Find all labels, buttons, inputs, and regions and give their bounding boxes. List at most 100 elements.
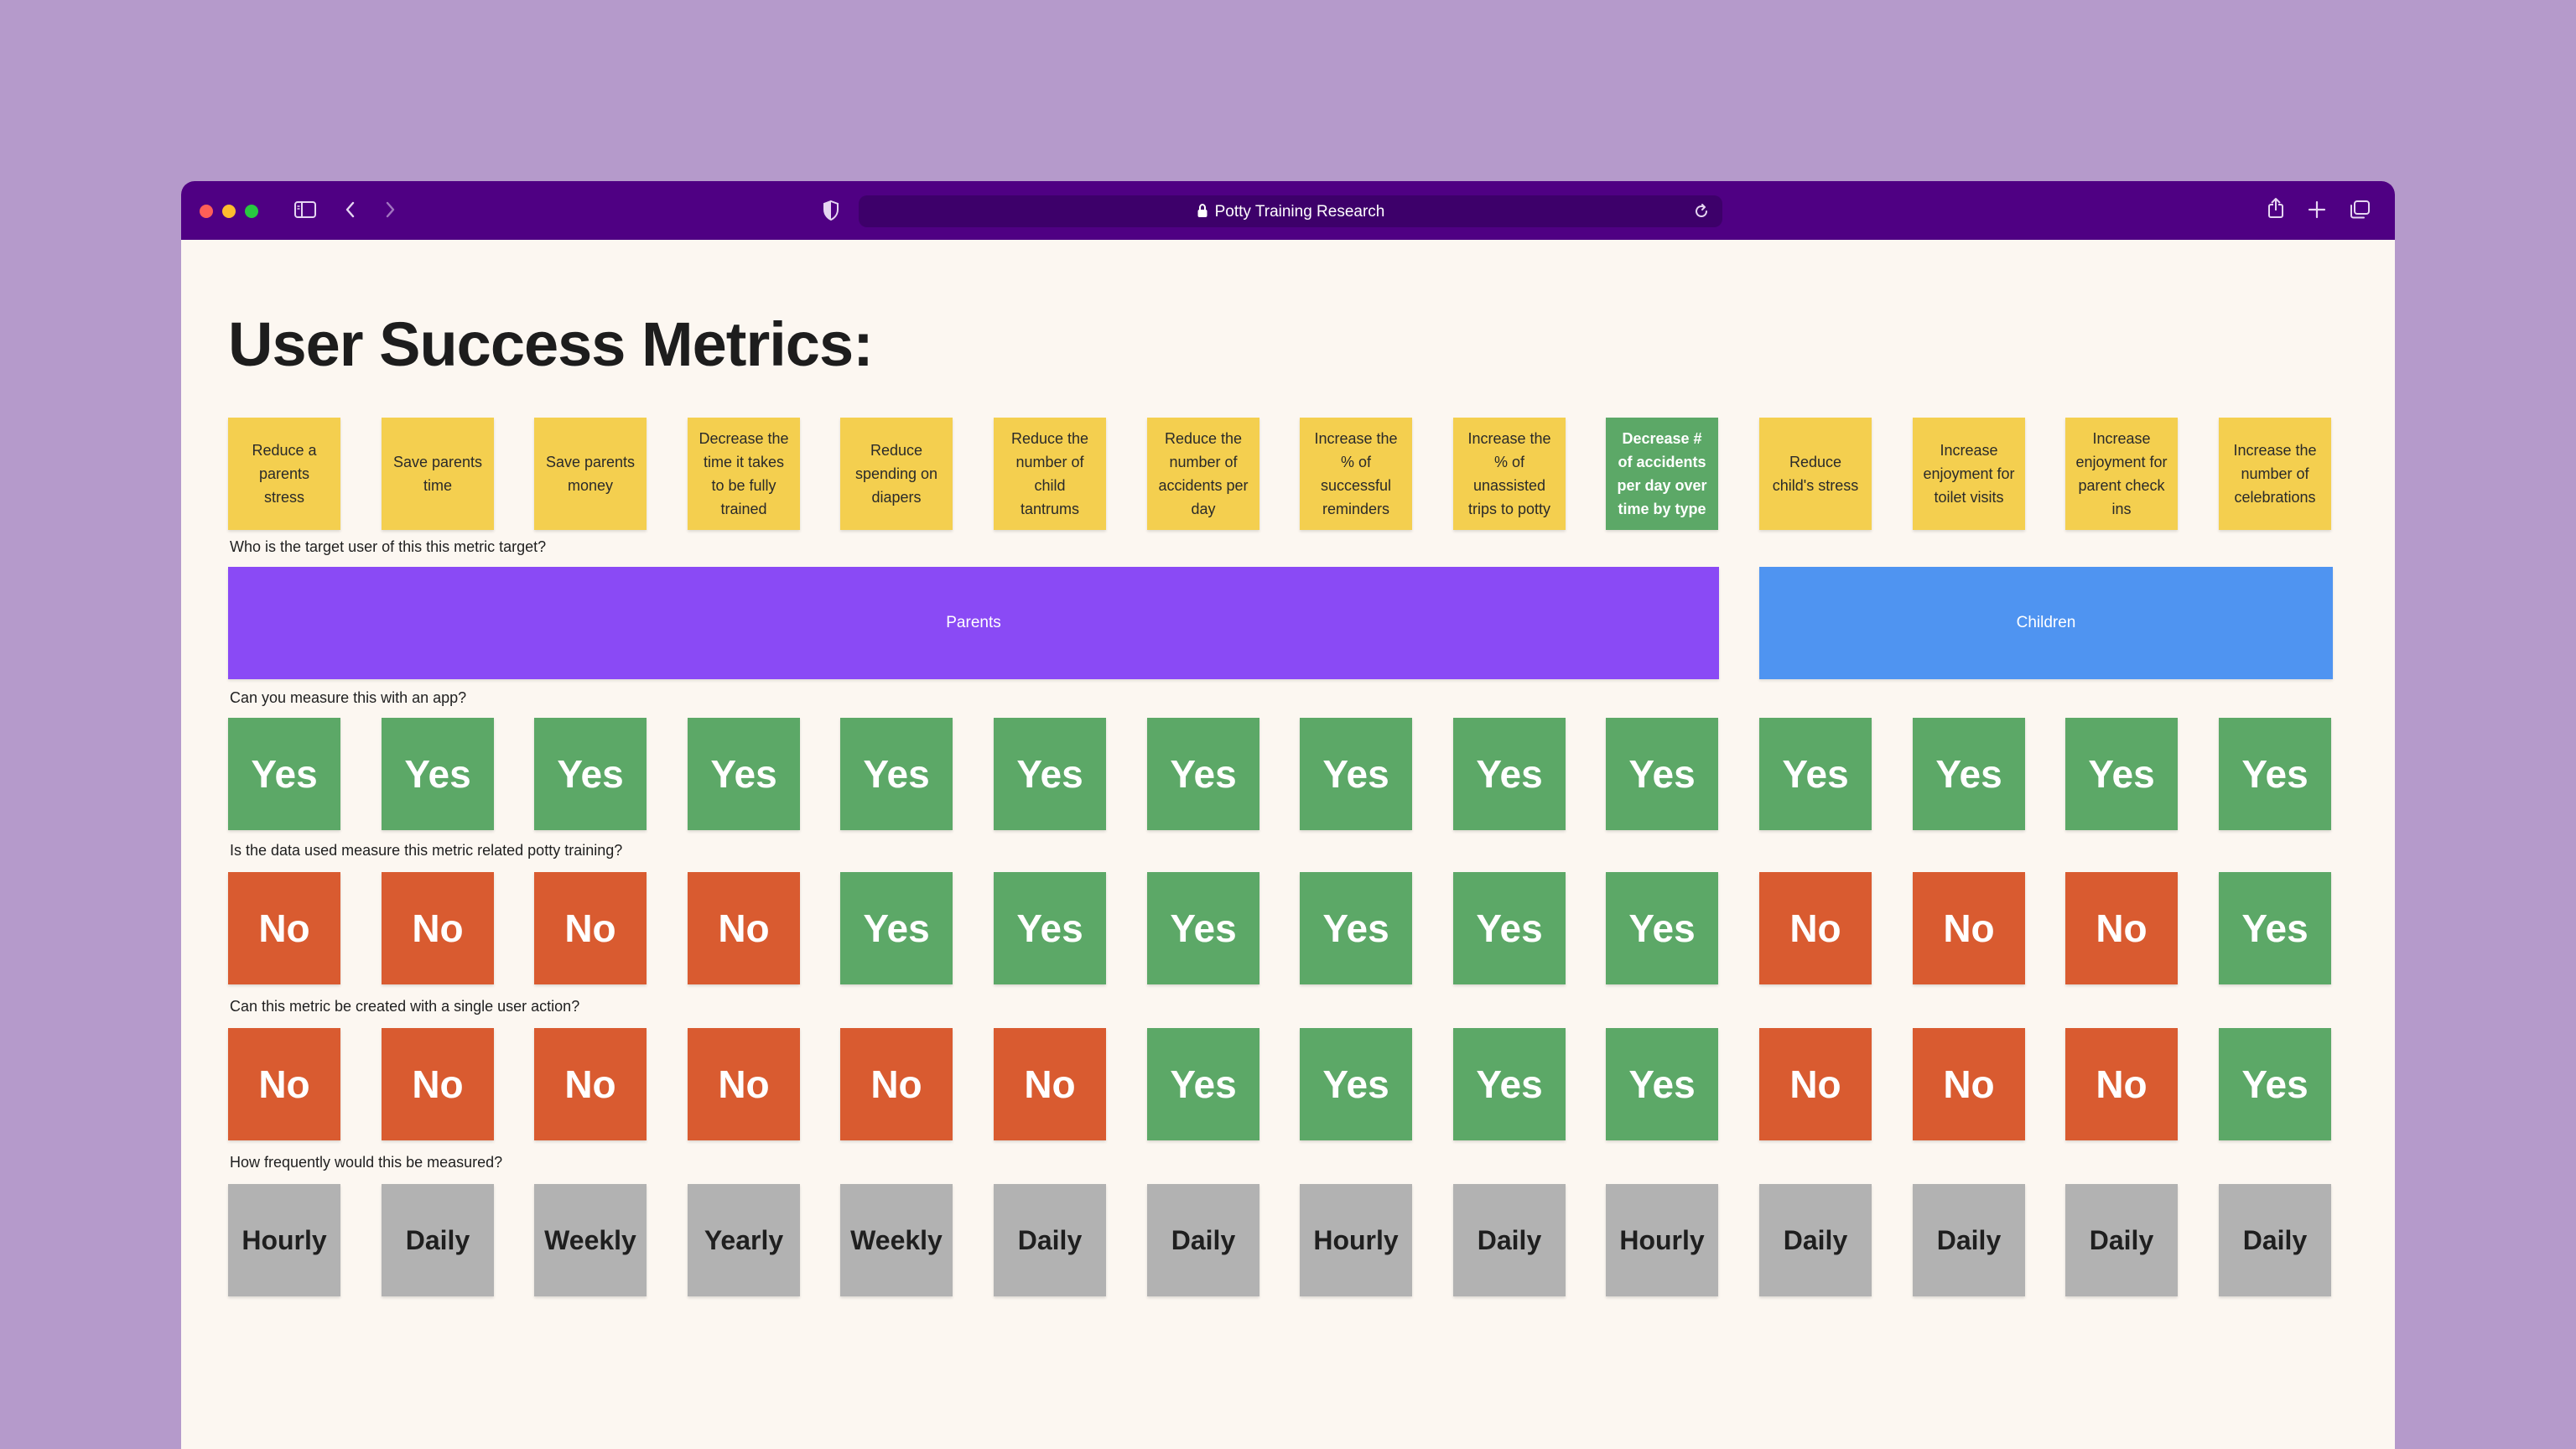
page-url-title: Potty Training Research [1214,203,1385,221]
browser-titlebar: Potty Training Research [181,181,2395,240]
frequency-card: Daily [2219,1184,2331,1296]
lock-icon [1197,203,1208,223]
answer-no-card: No [1913,872,2025,984]
metric-sticky-note: Increase enjoyment for parent check ins [2065,418,2178,530]
answer-yes-card: Yes [1147,718,1259,830]
answer-yes-card: Yes [1300,872,1412,984]
page-content: User Success Metrics: Reduce a parents s… [228,240,2350,1449]
answer-yes-card: Yes [1606,718,1718,830]
answer-yes-card: Yes [1606,1028,1718,1140]
single-action-row: No No No No No No Yes Yes Yes Yes No No No Yes [228,1028,2333,1140]
answer-no-card: No [382,872,494,984]
frequency-card: Daily [1913,1184,2025,1296]
frequency-card: Daily [1147,1184,1259,1296]
frequency-card: Daily [994,1184,1106,1296]
metric-sticky-note: Decrease the time it takes to be fully t… [688,418,800,530]
answer-yes-card: Yes [994,718,1106,830]
answer-yes-card: Yes [1606,872,1718,984]
tab-overview-icon[interactable] [2348,199,2371,221]
share-icon[interactable] [2266,196,2286,220]
answer-yes-card: Yes [2219,872,2331,984]
answer-yes-card: Yes [1300,718,1412,830]
answer-yes-card: Yes [1453,718,1566,830]
target-user-question: Who is the target user of this this metr… [230,538,547,555]
close-window-button[interactable] [200,205,213,218]
target-group-parents: Parents [228,567,1719,679]
single-action-question: Can this metric be created with a single… [230,998,580,1015]
metric-sticky-note: Save parents money [534,418,647,530]
measurable-row: Yes Yes Yes Yes Yes Yes Yes Yes Yes Yes Yes Yes Yes Y… [228,718,2333,830]
address-bar[interactable]: Potty Training Research [859,195,1722,227]
metric-sticky-note: Increase the % of successful reminders [1300,418,1412,530]
answer-no-card: No [382,1028,494,1140]
answer-yes-card: Yes [228,718,340,830]
answer-yes-card: Yes [1453,1028,1566,1140]
answer-no-card: No [1759,1028,1872,1140]
sidebar-toggle-icon[interactable] [293,200,317,220]
target-group-children: Children [1759,567,2333,679]
metric-sticky-note: Increase enjoyment for toilet visits [1913,418,2025,530]
frequency-question: How frequently would this be measured? [230,1154,503,1171]
metric-sticky-note: Increase the number of celebrations [2219,418,2331,530]
metric-sticky-note: Save parents time [382,418,494,530]
answer-no-card: No [688,872,800,984]
minimize-window-button[interactable] [222,205,236,218]
answer-no-card: No [688,1028,800,1140]
browser-window: Potty Training Research User Success Met… [181,181,2395,1449]
answer-no-card: No [534,1028,647,1140]
metric-sticky-note: Decrease # of accidents per day over tim… [1606,418,1718,530]
zoom-window-button[interactable] [245,205,258,218]
answer-yes-card: Yes [382,718,494,830]
answer-no-card: No [534,872,647,984]
answer-yes-card: Yes [688,718,800,830]
answer-no-card: No [2065,1028,2178,1140]
answer-no-card: No [1759,872,1872,984]
metric-sticky-note: Increase the % of unassisted trips to po… [1453,418,1566,530]
frequency-card: Weekly [840,1184,953,1296]
answer-no-card: No [994,1028,1106,1140]
metrics-row: Reduce a parents stress Save parents time… [228,418,2333,530]
frequency-card: Hourly [1300,1184,1412,1296]
answer-no-card: No [228,872,340,984]
metric-sticky-note: Reduce spending on diapers [840,418,953,530]
metric-sticky-note: Reduce the number of child tantrums [994,418,1106,530]
answer-yes-card: Yes [994,872,1106,984]
frequency-card: Daily [1453,1184,1566,1296]
answer-yes-card: Yes [840,718,953,830]
answer-yes-card: Yes [1913,718,2025,830]
potty-related-question: Is the data used measure this metric rel… [230,842,623,859]
answer-yes-card: Yes [2219,1028,2331,1140]
answer-yes-card: Yes [2219,718,2331,830]
frequency-card: Daily [2065,1184,2178,1296]
answer-yes-card: Yes [1300,1028,1412,1140]
frequency-card: Yearly [688,1184,800,1296]
answer-no-card: No [1913,1028,2025,1140]
frequency-card: Daily [1759,1184,1872,1296]
target-user-row: Parents Children [228,567,2333,679]
answer-yes-card: Yes [534,718,647,830]
frequency-row: Hourly Daily Weekly Yearly Weekly Daily Daily H… [228,1184,2333,1296]
measurable-question: Can you measure this with an app? [230,689,467,706]
potty-related-row: No No No No Yes Yes Yes Yes Yes Yes No No No Yes [228,872,2333,984]
answer-no-card: No [2065,872,2178,984]
answer-yes-card: Yes [1147,872,1259,984]
answer-yes-card: Yes [1147,1028,1259,1140]
answer-no-card: No [228,1028,340,1140]
frequency-card: Hourly [1606,1184,1718,1296]
answer-no-card: No [840,1028,953,1140]
frequency-card: Hourly [228,1184,340,1296]
reload-icon[interactable] [1692,202,1711,221]
new-tab-plus-icon[interactable] [2307,200,2327,220]
answer-yes-card: Yes [840,872,953,984]
metric-sticky-note: Reduce the number of accidents per day [1147,418,1259,530]
metric-sticky-note: Reduce child's stress [1759,418,1872,530]
answer-yes-card: Yes [2065,718,2178,830]
answer-yes-card: Yes [1759,718,1872,830]
frequency-card: Daily [382,1184,494,1296]
back-arrow-icon[interactable] [344,200,357,220]
privacy-shield-icon[interactable] [822,200,840,221]
metric-sticky-note: Reduce a parents stress [228,418,340,530]
forward-arrow-icon[interactable] [383,200,397,220]
answer-yes-card: Yes [1453,872,1566,984]
frequency-card: Weekly [534,1184,647,1296]
